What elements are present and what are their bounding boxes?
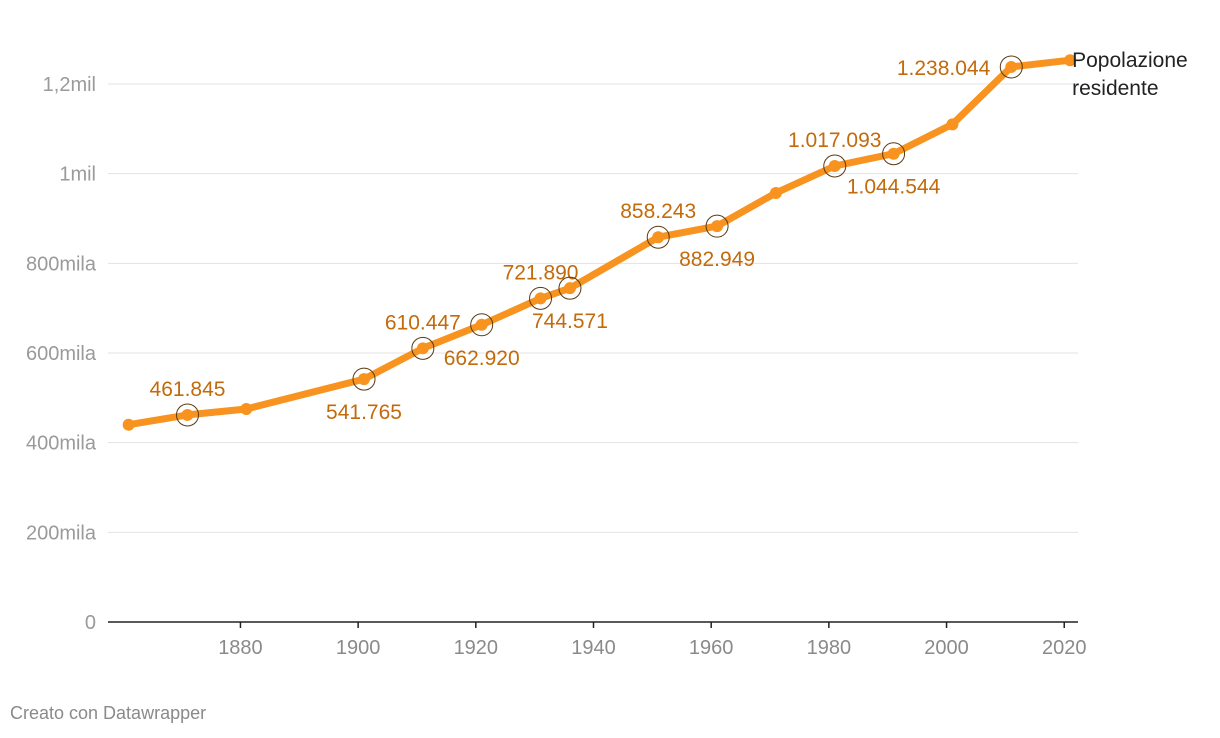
y-tick-label: 400mila: [26, 433, 97, 455]
data-label: 858.243: [620, 200, 696, 223]
data-point: [240, 403, 253, 416]
highlight-ring: [558, 276, 582, 300]
data-label: 882.949: [679, 248, 755, 271]
data-label: 1.017.093: [788, 129, 881, 152]
y-gridlines: [108, 83, 1078, 533]
x-tick-label: 1940: [571, 637, 616, 659]
y-tick-label: 200mila: [26, 522, 97, 544]
y-tick-label: 1,2mil: [43, 74, 96, 96]
footer-credit[interactable]: Creato con Datawrapper: [10, 703, 207, 723]
data-point: [711, 220, 724, 233]
x-tick-label: 1920: [454, 637, 499, 659]
highlight-ring: [705, 214, 729, 238]
data-point: [769, 186, 782, 199]
data-label: 721.890: [503, 261, 579, 284]
highlight-ring: [999, 55, 1023, 79]
y-tick-label: 800mila: [26, 253, 97, 275]
data-point: [946, 118, 959, 131]
data-point: [563, 282, 576, 295]
data-label: 1.044.544: [847, 176, 941, 199]
series-label: Popolazione residente: [1072, 49, 1188, 100]
highlight-ring: [411, 336, 435, 360]
data-point: [1064, 54, 1077, 67]
data-point: [1005, 60, 1018, 73]
y-tick-label: 0: [85, 612, 96, 634]
data-point: [534, 292, 547, 305]
highlight-ring: [646, 225, 670, 249]
x-tick-label: 2000: [924, 637, 969, 659]
x-tick-label: 1960: [689, 637, 734, 659]
data-point: [416, 342, 429, 355]
highlight-ring: [882, 142, 906, 166]
highlight-ring: [823, 154, 847, 178]
x-tick-label: 1900: [336, 637, 381, 659]
data-point: [475, 318, 488, 331]
data-point: [828, 160, 841, 173]
y-tick-label: 600mila: [26, 343, 97, 365]
highlight-ring: [529, 286, 553, 310]
data-label: 461.845: [150, 378, 226, 401]
data-point: [122, 418, 135, 431]
data-point: [181, 408, 194, 421]
y-tick-label: 1mil: [59, 164, 96, 186]
data-point: [652, 231, 665, 244]
series-label-line: Popolazione: [1072, 49, 1188, 72]
data-label: 662.920: [444, 347, 520, 370]
data-point: [887, 147, 900, 160]
x-tick-label: 1880: [218, 637, 263, 659]
data-label: 744.571: [532, 310, 608, 333]
data-point: [358, 373, 371, 386]
data-label: 541.765: [326, 401, 402, 424]
data-label: 610.447: [385, 311, 461, 334]
highlight-ring: [352, 367, 376, 391]
data-label: 1.238.044: [897, 57, 991, 80]
series-label-line: residente: [1072, 77, 1158, 100]
x-tick-label: 2020: [1042, 637, 1087, 659]
highlight-ring: [470, 313, 494, 337]
series-line: [125, 56, 1074, 429]
highlight-ring: [175, 403, 199, 427]
x-tick-label: 1980: [807, 637, 852, 659]
